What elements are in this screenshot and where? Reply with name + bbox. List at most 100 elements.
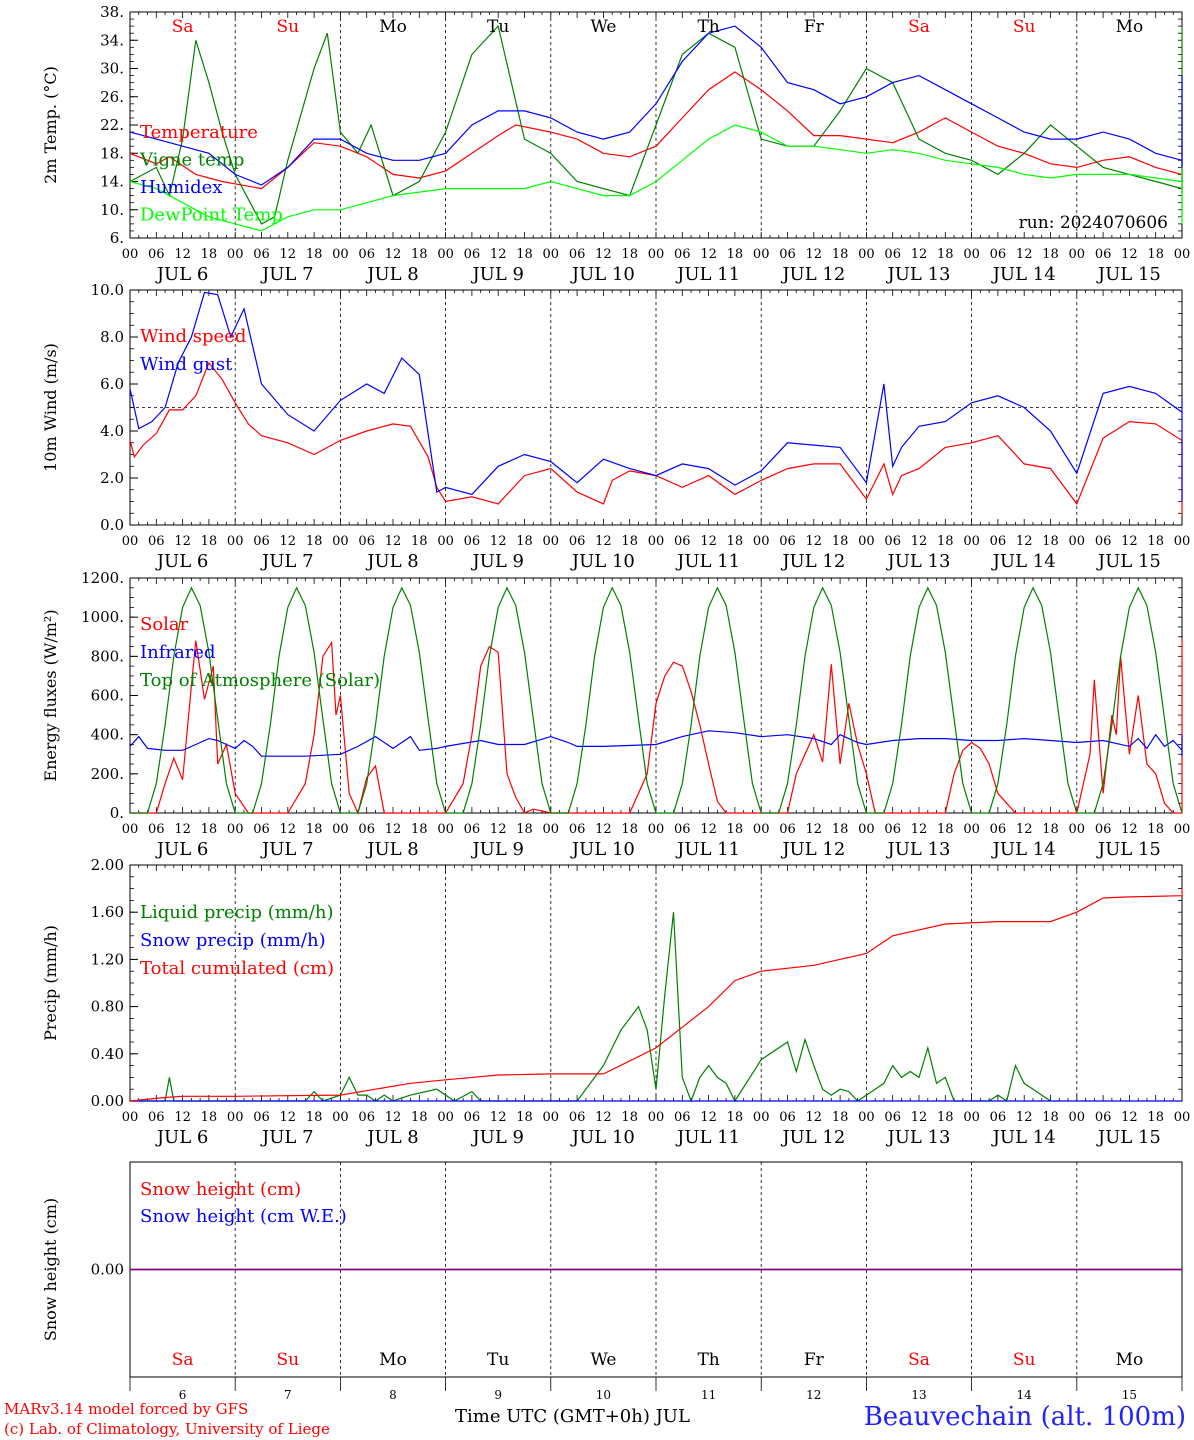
x-hour-label: 18 bbox=[1147, 1110, 1164, 1125]
y-tick-label: 18. bbox=[100, 144, 124, 162]
y-tick-label: 6. bbox=[110, 229, 124, 247]
series-line bbox=[129, 361, 1183, 516]
run-annotation: run: 2024070606 bbox=[1019, 213, 1168, 233]
x-hour-label: 00 bbox=[648, 1110, 665, 1125]
x-hour-label: 12 bbox=[911, 534, 928, 549]
model-credit: MARv3.14 model forced by GFS bbox=[4, 1400, 249, 1418]
x-day-number: 13 bbox=[911, 1388, 926, 1400]
x-hour-label: 00 bbox=[1174, 247, 1191, 262]
x-date-label: JUL 11 bbox=[675, 839, 740, 860]
y-axis-label: 10m Wind (m/s) bbox=[41, 343, 60, 472]
x-hour-label: 06 bbox=[674, 822, 691, 837]
x-hour-label: 18 bbox=[621, 822, 638, 837]
x-hour-label: 18 bbox=[306, 534, 323, 549]
x-hour-label: 06 bbox=[674, 1110, 691, 1125]
x-hour-label: 18 bbox=[411, 822, 428, 837]
y-tick-label: 0.40 bbox=[91, 1045, 124, 1063]
x-day-number: 8 bbox=[389, 1388, 397, 1400]
y-tick-label: 10.0 bbox=[91, 281, 124, 299]
x-hour-label: 12 bbox=[490, 1110, 507, 1125]
x-date-label: JUL 6 bbox=[155, 551, 209, 572]
series-line bbox=[130, 586, 1183, 814]
x-hour-label: 12 bbox=[174, 534, 191, 549]
x-hour-label: 18 bbox=[832, 1110, 849, 1125]
x-hour-label: 06 bbox=[779, 534, 796, 549]
y-tick-label: 0.80 bbox=[91, 998, 124, 1016]
y-tick-label: 600. bbox=[91, 687, 124, 705]
x-hour-label: 06 bbox=[148, 247, 165, 262]
x-hour-label: 00 bbox=[858, 247, 875, 262]
y-tick-label: 1.20 bbox=[91, 950, 124, 968]
day-label: Su bbox=[1013, 1350, 1036, 1370]
meteogram: 38. 34. 30. 26. 22. 18. 14. 10. 6. 2m Temp. (°C) T… bbox=[41, 3, 1191, 1400]
x-hour-label: 12 bbox=[385, 822, 402, 837]
x-hour-label: 06 bbox=[779, 822, 796, 837]
x-hour-label: 00 bbox=[332, 1110, 349, 1125]
x-hour-label: 00 bbox=[963, 247, 980, 262]
y-tick-label: 10. bbox=[100, 201, 124, 219]
x-hour-label: 06 bbox=[358, 534, 375, 549]
x-hour-label: 12 bbox=[700, 247, 717, 262]
x-date-label: JUL 14 bbox=[991, 839, 1056, 860]
x-hour-label: 06 bbox=[253, 534, 270, 549]
x-date-label: JUL 7 bbox=[260, 839, 314, 860]
x-hour-label: 00 bbox=[122, 822, 139, 837]
x-date-label: JUL 9 bbox=[470, 839, 524, 860]
legend-label: Wind gust bbox=[140, 354, 233, 375]
x-hour-label: 06 bbox=[674, 534, 691, 549]
x-date-label: JUL 8 bbox=[365, 1127, 419, 1148]
x-hour-label: 00 bbox=[1174, 1110, 1191, 1125]
x-hour-label: 06 bbox=[990, 822, 1007, 837]
x-hour-label: 06 bbox=[1095, 1110, 1112, 1125]
x-hour-label: 18 bbox=[1042, 822, 1059, 837]
day-label: Sa bbox=[172, 1350, 194, 1370]
x-hour-label: 12 bbox=[1016, 822, 1033, 837]
x-hour-label: 12 bbox=[490, 822, 507, 837]
x-hour-label: 00 bbox=[963, 1110, 980, 1125]
x-hour-label: 18 bbox=[621, 534, 638, 549]
x-hour-label: 12 bbox=[280, 1110, 297, 1125]
x-hour-label: 18 bbox=[727, 247, 744, 262]
x-hour-label: 00 bbox=[332, 534, 349, 549]
x-hour-label: 00 bbox=[543, 534, 560, 549]
x-hour-label: 18 bbox=[937, 822, 954, 837]
x-hour-label: 00 bbox=[1174, 822, 1191, 837]
x-hour-label: 00 bbox=[227, 1110, 244, 1125]
x-day-number: 9 bbox=[494, 1388, 502, 1400]
x-hour-label: 18 bbox=[411, 247, 428, 262]
x-hour-label: 00 bbox=[227, 534, 244, 549]
legend-label: Temperature bbox=[140, 122, 258, 143]
x-hour-label: 12 bbox=[700, 534, 717, 549]
y-tick-label: 0. bbox=[110, 804, 124, 822]
legend-label: Infrared bbox=[140, 642, 215, 663]
x-hour-label: 06 bbox=[569, 1110, 586, 1125]
x-date-label: JUL 12 bbox=[780, 551, 845, 572]
x-date-label: JUL 12 bbox=[780, 1127, 845, 1148]
y-axis-label: 2m Temp. (°C) bbox=[41, 66, 60, 184]
x-day-number: 7 bbox=[284, 1388, 292, 1400]
x-hour-label: 00 bbox=[963, 534, 980, 549]
x-hour-label: 18 bbox=[1042, 534, 1059, 549]
series-line bbox=[129, 25, 1183, 186]
x-hour-label: 00 bbox=[753, 1110, 770, 1125]
x-date-label: JUL 10 bbox=[570, 551, 635, 572]
x-hour-label: 00 bbox=[1069, 1110, 1086, 1125]
x-hour-label: 00 bbox=[543, 822, 560, 837]
x-date-label: JUL 9 bbox=[470, 551, 524, 572]
x-hour-label: 12 bbox=[911, 1110, 928, 1125]
x-hour-label: 00 bbox=[543, 247, 560, 262]
x-date-label: JUL 14 bbox=[991, 1127, 1056, 1148]
x-hour-label: 06 bbox=[884, 247, 901, 262]
x-hour-label: 12 bbox=[280, 247, 297, 262]
day-label: Mo bbox=[379, 17, 407, 37]
x-date-label: JUL 7 bbox=[260, 264, 314, 285]
x-date-label: JUL 15 bbox=[1096, 264, 1161, 285]
x-hour-label: 06 bbox=[884, 822, 901, 837]
x-hour-label: 06 bbox=[253, 822, 270, 837]
x-hour-label: 18 bbox=[1147, 822, 1164, 837]
x-hour-label: 12 bbox=[385, 247, 402, 262]
x-hour-label: 18 bbox=[832, 822, 849, 837]
x-hour-label: 00 bbox=[332, 822, 349, 837]
x-hour-label: 18 bbox=[621, 247, 638, 262]
day-label: Mo bbox=[379, 1350, 407, 1370]
